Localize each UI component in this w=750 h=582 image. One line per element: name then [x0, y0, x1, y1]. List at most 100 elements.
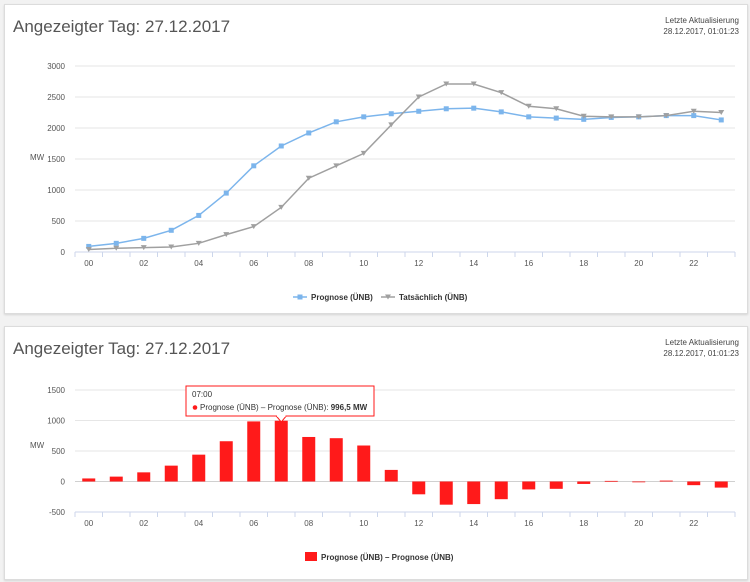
y-tick-label: 1500 — [47, 155, 65, 164]
bar — [192, 454, 206, 482]
bar — [714, 481, 728, 488]
data-point-tatsaechlich — [360, 150, 367, 156]
data-point-tatsaechlich — [388, 122, 395, 128]
data-point-prognose — [416, 108, 422, 114]
bar — [632, 481, 646, 483]
bar — [137, 472, 151, 482]
data-point-tatsaechlich — [470, 81, 477, 87]
x-tick-label: 12 — [414, 259, 423, 268]
y-tick-label: 0 — [61, 478, 66, 487]
x-tick-label: 18 — [579, 519, 588, 528]
x-tick-label: 00 — [84, 519, 93, 528]
bar — [109, 476, 123, 482]
data-point-tatsaechlich — [333, 163, 340, 169]
bar — [549, 481, 563, 489]
x-tick-label: 16 — [524, 519, 533, 528]
data-point-prognose — [553, 115, 559, 121]
data-point-prognose — [691, 113, 697, 119]
last-update-info: Letzte Aktualisierung 28.12.2017, 01:01:… — [663, 337, 739, 359]
data-point-tatsaechlich — [525, 103, 532, 109]
tooltip: 07:00 Prognose (ÜNB) – Prognose (ÜNB): 99… — [185, 385, 375, 423]
y-tick-label: 3000 — [47, 62, 65, 71]
y-tick-label: 0 — [61, 248, 66, 257]
data-point-tatsaechlich — [195, 240, 202, 246]
data-point-prognose — [223, 190, 229, 196]
last-update-info: Letzte Aktualisierung 28.12.2017, 01:01:… — [663, 15, 739, 37]
bar — [384, 469, 398, 482]
x-tick-label: 12 — [414, 519, 423, 528]
legend-label-prognose: Prognose (ÜNB) — [311, 293, 373, 302]
data-point-tatsaechlich — [278, 204, 285, 210]
tooltip-series: Prognose (ÜNB) – Prognose (ÜNB): 996,5 M… — [200, 403, 368, 412]
y-tick-label: 2500 — [47, 93, 65, 102]
last-update-time: 28.12.2017, 01:01:23 — [663, 27, 739, 36]
series-line-prognose — [88, 107, 722, 248]
x-tick-label: 22 — [689, 259, 698, 268]
bar — [659, 480, 673, 482]
x-tick-label: 08 — [304, 519, 313, 528]
data-point-prognose — [306, 130, 312, 136]
tooltip-box — [185, 385, 375, 417]
line-chart[interactable]: 0 500 1000 1500 2000 2500 3000 00 02 04 06 08 10 12 14… — [5, 5, 747, 313]
data-point-tatsaechlich — [168, 244, 175, 250]
legend-marker-tatsaechlich — [385, 294, 391, 300]
y-tick-label: 1000 — [47, 417, 65, 426]
bar — [247, 421, 261, 482]
bar — [274, 420, 288, 482]
data-point-tatsaechlich — [443, 81, 450, 87]
x-tick-label: 18 — [579, 259, 588, 268]
bar-chart[interactable]: -500 0 500 1000 1500 00 02 04 06 08 10 12 14 16 18 20 22… — [5, 327, 747, 579]
bar — [604, 480, 618, 482]
data-point-tatsaechlich — [553, 106, 560, 112]
x-tick-label: 14 — [469, 259, 478, 268]
x-tick-label: 02 — [139, 259, 148, 268]
tooltip-series-name: Prognose (ÜNB) – Prognose (ÜNB): — [200, 403, 331, 412]
legend[interactable]: Prognose (ÜNB) – Prognose (ÜNB) — [305, 552, 454, 562]
data-point-prognose — [526, 114, 532, 120]
bar — [494, 481, 508, 500]
bar — [687, 481, 701, 486]
series-line-tatsaechlich — [88, 83, 722, 251]
y-tick-label: 1500 — [47, 386, 65, 395]
data-point-prognose — [388, 111, 394, 117]
x-tick-label: 20 — [634, 259, 643, 268]
bar — [439, 481, 453, 505]
bar — [219, 441, 233, 482]
data-point-prognose — [361, 114, 367, 120]
tooltip-value: 996,5 MW — [331, 403, 368, 412]
page-title: Angezeigter Tag: 27.12.2017 — [13, 339, 231, 358]
legend-label-tatsaechlich: Tatsächlich (ÜNB) — [399, 293, 468, 302]
x-tick-label: 16 — [524, 259, 533, 268]
tooltip-time: 07:00 — [192, 390, 213, 399]
data-point-tatsaechlich — [415, 94, 422, 100]
chart-panel-deviation: Angezeigter Tag: 27.12.2017 Letzte Aktua… — [4, 326, 748, 580]
data-point-tatsaechlich — [635, 114, 642, 120]
data-point-tatsaechlich — [113, 245, 120, 251]
y-tick-label: 500 — [52, 447, 66, 456]
data-point-tatsaechlich — [223, 232, 230, 238]
data-point-tatsaechlich — [305, 175, 312, 181]
legend-marker-diff — [305, 552, 317, 561]
x-tick-label: 10 — [359, 259, 368, 268]
x-tick-label: 04 — [194, 259, 203, 268]
data-point-tatsaechlich — [690, 108, 697, 114]
tooltip-bullet — [192, 405, 198, 410]
data-point-tatsaechlich — [250, 224, 257, 230]
legend[interactable]: Prognose (ÜNB) Tatsächlich (ÜNB) — [293, 293, 468, 302]
data-point-prognose — [498, 109, 504, 115]
last-update-label: Letzte Aktualisierung — [665, 338, 739, 347]
last-update-label: Letzte Aktualisierung — [665, 16, 739, 25]
bar — [164, 465, 178, 482]
data-point-tatsaechlich — [580, 113, 587, 119]
x-tick-label: 00 — [84, 259, 93, 268]
x-tick-label: 04 — [194, 519, 203, 528]
x-tick-label: 10 — [359, 519, 368, 528]
data-point-prognose — [141, 235, 147, 241]
bar — [467, 481, 481, 505]
bar — [302, 436, 316, 482]
y-tick-label: 500 — [52, 217, 66, 226]
y-axis-label: MW — [30, 153, 45, 162]
x-tick-label: 06 — [249, 519, 258, 528]
x-tick-label: 20 — [634, 519, 643, 528]
x-tick-label: 08 — [304, 259, 313, 268]
